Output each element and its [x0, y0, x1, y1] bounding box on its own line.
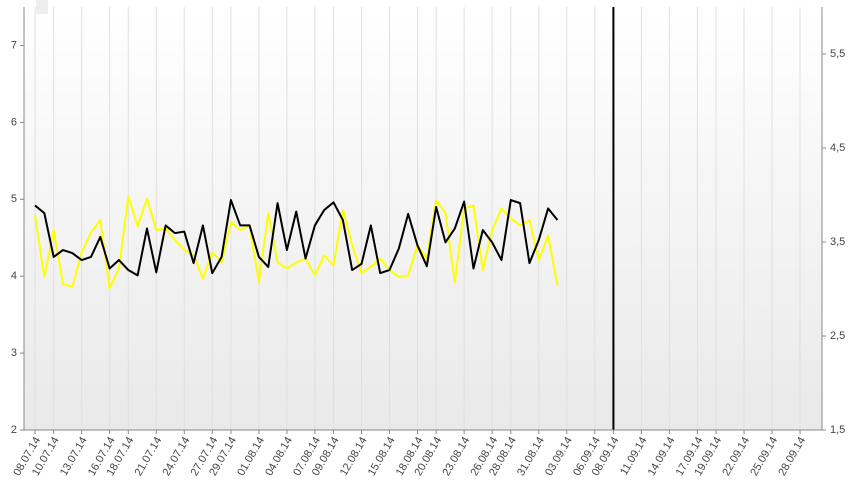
x-tick-label: 21.07.14 — [133, 435, 165, 478]
series-line — [34, 199, 559, 277]
y2-tick-label: 1,5 — [830, 424, 845, 436]
x-tick-label: 11.09.14 — [618, 435, 649, 477]
series-line — [34, 195, 559, 290]
x-tick-label: 03.09.14 — [543, 435, 575, 478]
y-tick-label: 7 — [11, 39, 17, 51]
x-tick-label: 13.07.14 — [58, 435, 90, 478]
x-tick-label: 15.08.14 — [366, 435, 398, 478]
x-tick-label: 22.09.14 — [720, 435, 752, 478]
x-tick-label: 12.08.14 — [338, 435, 370, 478]
x-tick-label: 04.08.14 — [263, 435, 295, 478]
x-tick-label: 31.08.14 — [515, 435, 547, 478]
y-tick-label: 2 — [11, 424, 17, 436]
grid — [34, 7, 801, 430]
y-tick-label: 4 — [11, 270, 17, 282]
plot-area — [24, 7, 822, 430]
corner-button — [36, 0, 48, 14]
x-tick-label: 24.07.14 — [161, 435, 193, 478]
y-tick-label: 3 — [11, 347, 17, 359]
y2-tick-label: 2,5 — [830, 330, 845, 342]
marks — [34, 7, 615, 430]
y-tick-label: 5 — [11, 193, 17, 205]
y-tick-label: 6 — [11, 116, 17, 128]
y2-tick-label: 5,5 — [830, 48, 845, 60]
y2-tick-label: 4,5 — [830, 142, 845, 154]
x-tick-label: 14.09.14 — [646, 435, 678, 478]
x-tick-label: 01.08.14 — [235, 435, 267, 478]
x-tick-label: 25.09.14 — [748, 435, 780, 478]
x-tick-label: 28.09.14 — [776, 435, 808, 478]
y2-tick-label: 3,5 — [830, 236, 845, 248]
x-tick-label: 23.08.14 — [440, 435, 472, 478]
